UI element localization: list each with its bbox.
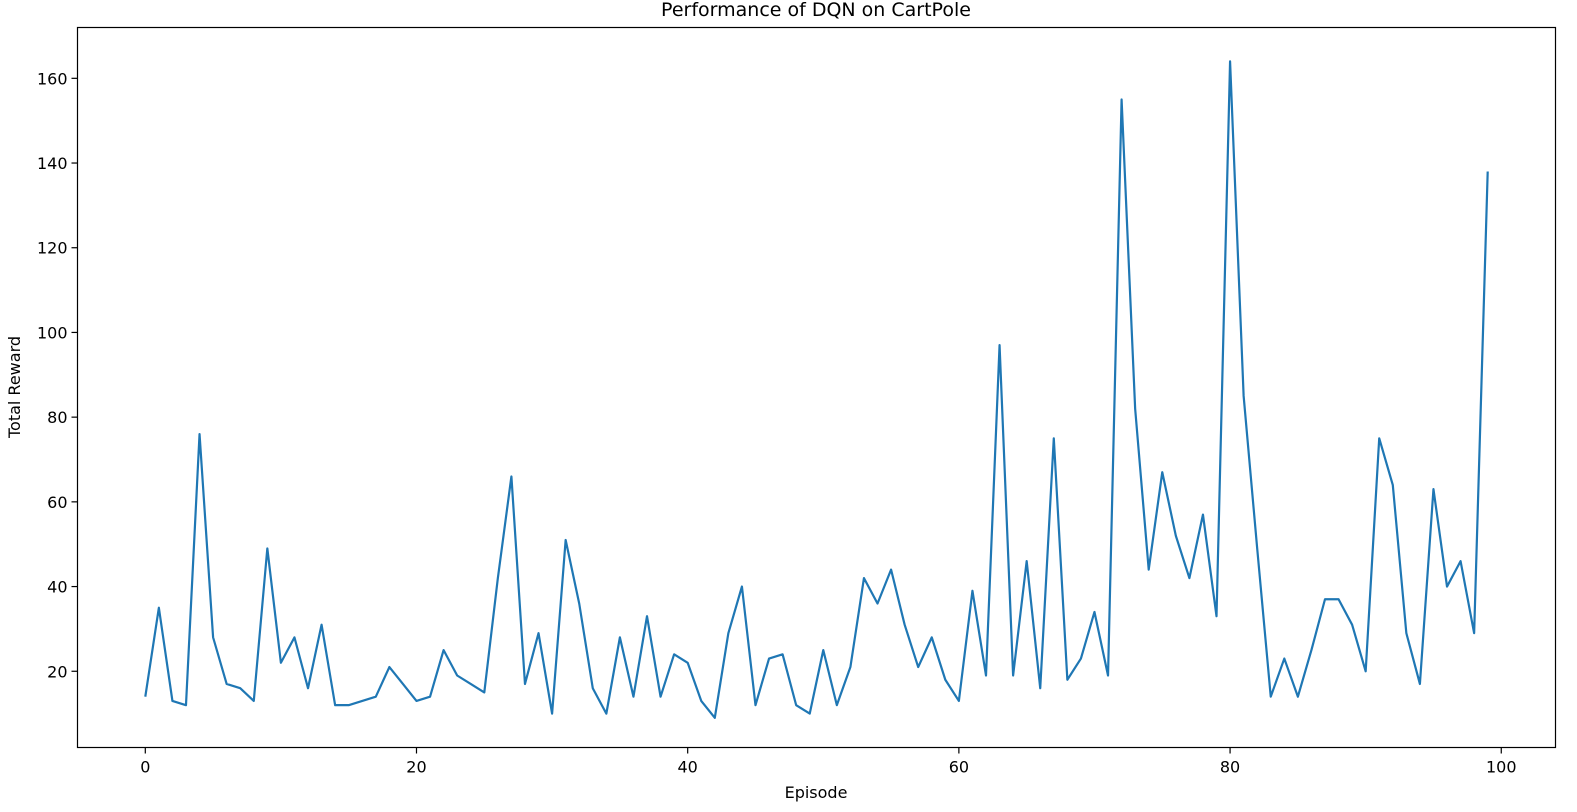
y-axis: 20 40 60 80 100 120 140 160	[37, 69, 78, 681]
plot-area-frame	[76, 26, 1557, 749]
series-line	[144, 60, 1489, 719]
x-tick-label: 0	[140, 758, 150, 777]
y-tick-label: 160	[37, 69, 68, 88]
x-tick-label: 80	[1220, 758, 1240, 777]
chart-title: Performance of DQN on CartPole	[661, 0, 971, 21]
x-tick-label: 100	[1486, 758, 1517, 777]
y-tick-label: 140	[37, 154, 68, 173]
y-tick-label: 60	[47, 493, 67, 512]
y-tick-label: 100	[37, 323, 68, 342]
x-tick-label: 60	[949, 758, 969, 777]
x-tick-label: 40	[678, 758, 698, 777]
y-tick-label: 40	[47, 578, 67, 597]
x-axis: 0 20 40 60 80 100	[140, 747, 1517, 777]
x-tick-label: 20	[406, 758, 426, 777]
x-axis-label: Episode	[785, 783, 848, 802]
y-tick-label: 80	[47, 408, 67, 427]
y-tick-label: 20	[47, 662, 67, 681]
y-tick-label: 120	[37, 239, 68, 258]
y-axis-label: Total Reward	[5, 336, 24, 439]
